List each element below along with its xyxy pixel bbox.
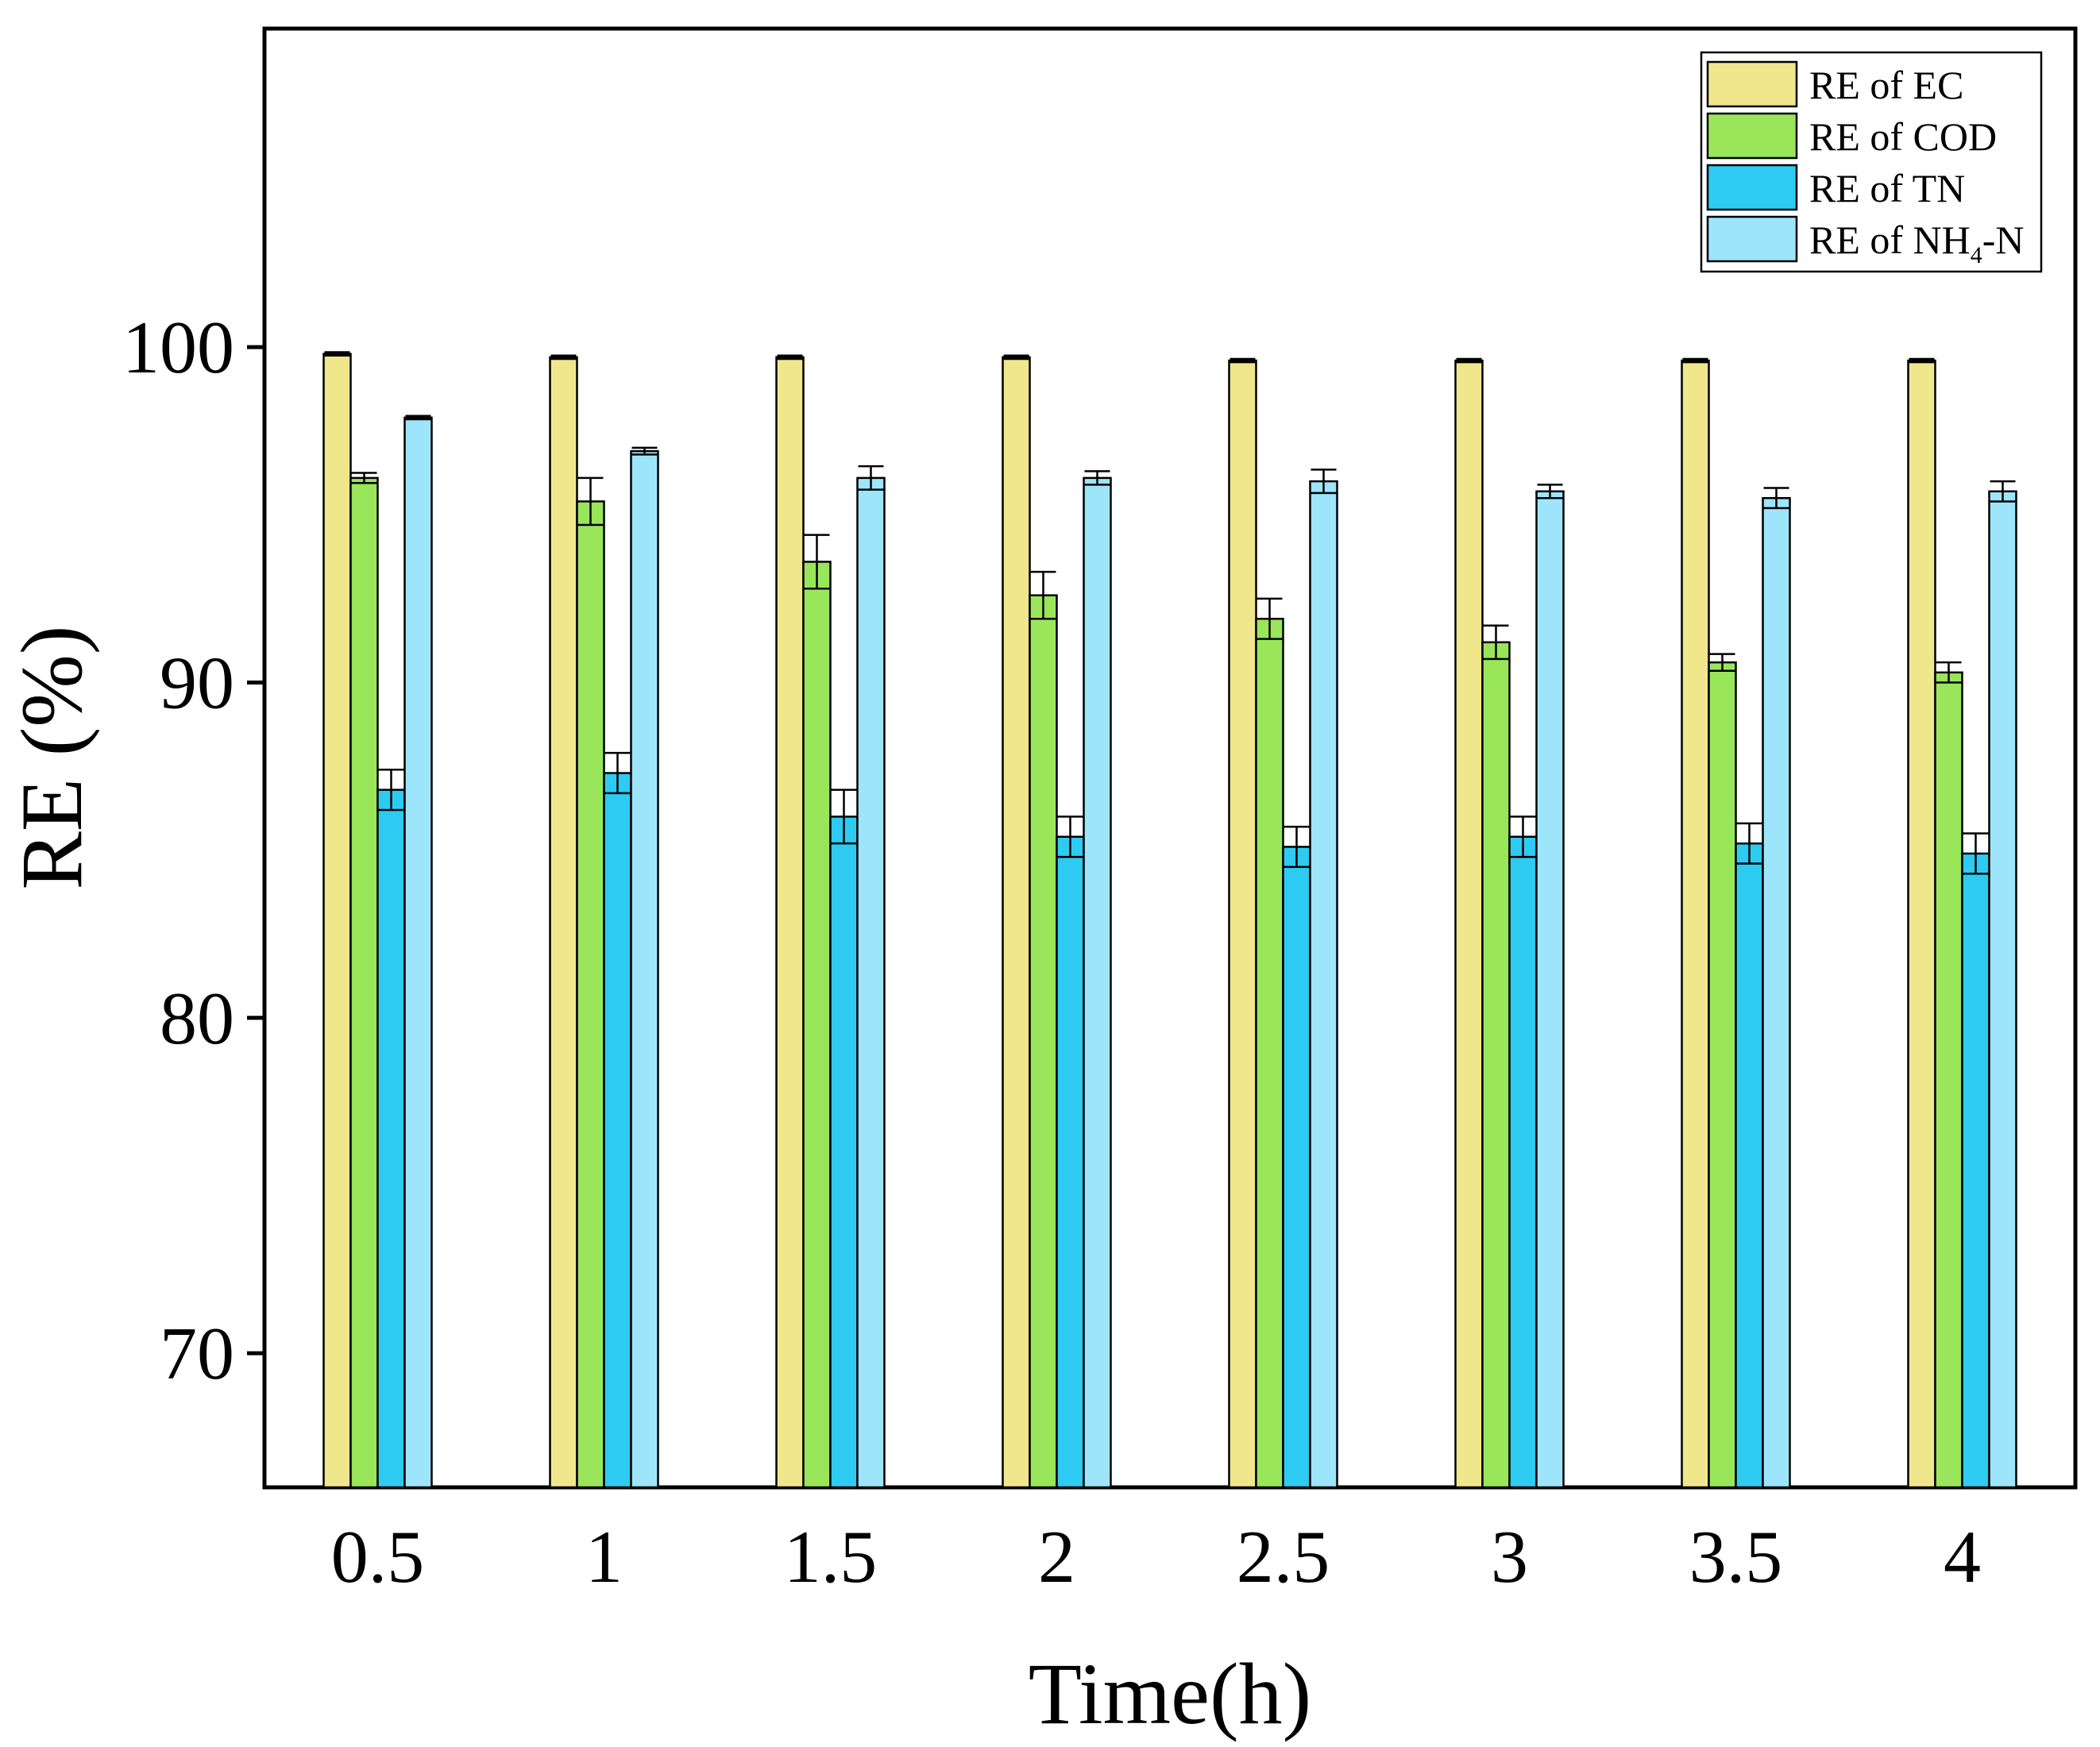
bar-re-of-nh4-n-1-5 <box>856 476 886 1489</box>
legend-label-re-of-ec: RE of EC <box>1809 63 1963 107</box>
bar-re-of-nh4-n-0-5 <box>403 416 433 1489</box>
y-tick-label-80: 80 <box>160 978 234 1060</box>
legend-label-re-of-cod: RE of COD <box>1809 114 1997 159</box>
y-tick-label-90: 90 <box>160 642 234 724</box>
bars-layer <box>322 351 2017 1489</box>
legend-swatch-re-of-nh4-n <box>1706 215 1798 263</box>
bar-re-of-ec-2 <box>1002 356 1031 1489</box>
bar-re-of-tn-1-5 <box>829 816 859 1489</box>
bar-re-of-ec-3 <box>1454 359 1484 1489</box>
legend: RE of EC RE of COD RE of TN RE of NH4-N <box>1700 51 2043 273</box>
x-tick-label-2: 2 <box>1038 1516 1075 1599</box>
bar-re-of-nh4-n-2-5 <box>1309 480 1338 1489</box>
x-tick-label-4: 4 <box>1944 1516 1981 1599</box>
bar-re-of-tn-3 <box>1508 835 1538 1489</box>
bar-re-of-tn-4 <box>1961 852 1990 1489</box>
bar-re-of-cod-1-5 <box>802 561 832 1489</box>
x-tick-label-3-5: 3.5 <box>1689 1516 1783 1599</box>
bar-re-of-tn-1 <box>603 772 632 1489</box>
bar-re-of-cod-2-5 <box>1255 617 1284 1489</box>
legend-swatch-re-of-cod <box>1706 112 1798 160</box>
bar-re-of-nh4-n-2 <box>1083 476 1112 1489</box>
bar-re-of-tn-3-5 <box>1735 842 1764 1489</box>
bar-re-of-cod-2 <box>1029 594 1058 1489</box>
x-tick-label-0-5: 0.5 <box>331 1516 425 1599</box>
bar-re-of-nh4-n-4 <box>1988 490 2017 1489</box>
bar-re-of-ec-2-5 <box>1228 359 1257 1489</box>
bar-re-of-nh4-n-1 <box>630 449 659 1489</box>
bar-re-of-ec-0-5 <box>322 353 352 1489</box>
x-axis-title: Time(h) <box>1029 1645 1312 1742</box>
bar-re-of-tn-2 <box>1056 835 1085 1489</box>
bar-re-of-cod-3-5 <box>1708 661 1737 1489</box>
bar-re-of-ec-4 <box>1907 359 1936 1489</box>
bar-re-of-ec-1-5 <box>775 356 805 1489</box>
bar-re-of-cod-3 <box>1481 641 1511 1489</box>
bar-re-of-nh4-n-3 <box>1535 490 1565 1489</box>
x-tick-label-3: 3 <box>1491 1516 1528 1599</box>
bar-re-of-ec-3-5 <box>1681 359 1710 1489</box>
x-tick-label-1-5: 1.5 <box>784 1516 878 1599</box>
bar-re-of-tn-2-5 <box>1282 846 1311 1489</box>
bar-re-of-nh4-n-3-5 <box>1762 496 1791 1489</box>
x-tick-label-1: 1 <box>585 1516 623 1599</box>
axes-layer: 0.5 1 1.5 2 2.5 3 3.5 4 70 80 90 100 <box>122 307 1981 1599</box>
y-axis-title: RE (%) <box>3 626 100 890</box>
legend-label-re-of-nh4-n: RE of NH4-N <box>1809 218 2025 268</box>
bar-re-of-cod-0-5 <box>349 476 379 1489</box>
bar-re-of-cod-1 <box>576 500 605 1489</box>
bar-re-of-ec-1 <box>549 356 578 1489</box>
x-tick-label-2-5: 2.5 <box>1237 1516 1330 1599</box>
legend-label-re-of-tn: RE of TN <box>1809 166 1965 210</box>
legend-swatch-re-of-tn <box>1706 164 1798 211</box>
y-tick-label-100: 100 <box>122 307 234 389</box>
legend-swatch-re-of-ec <box>1706 60 1798 108</box>
y-tick-label-70: 70 <box>160 1313 234 1395</box>
bar-re-of-cod-4 <box>1934 671 1963 1489</box>
bar-re-of-tn-0-5 <box>376 789 406 1489</box>
